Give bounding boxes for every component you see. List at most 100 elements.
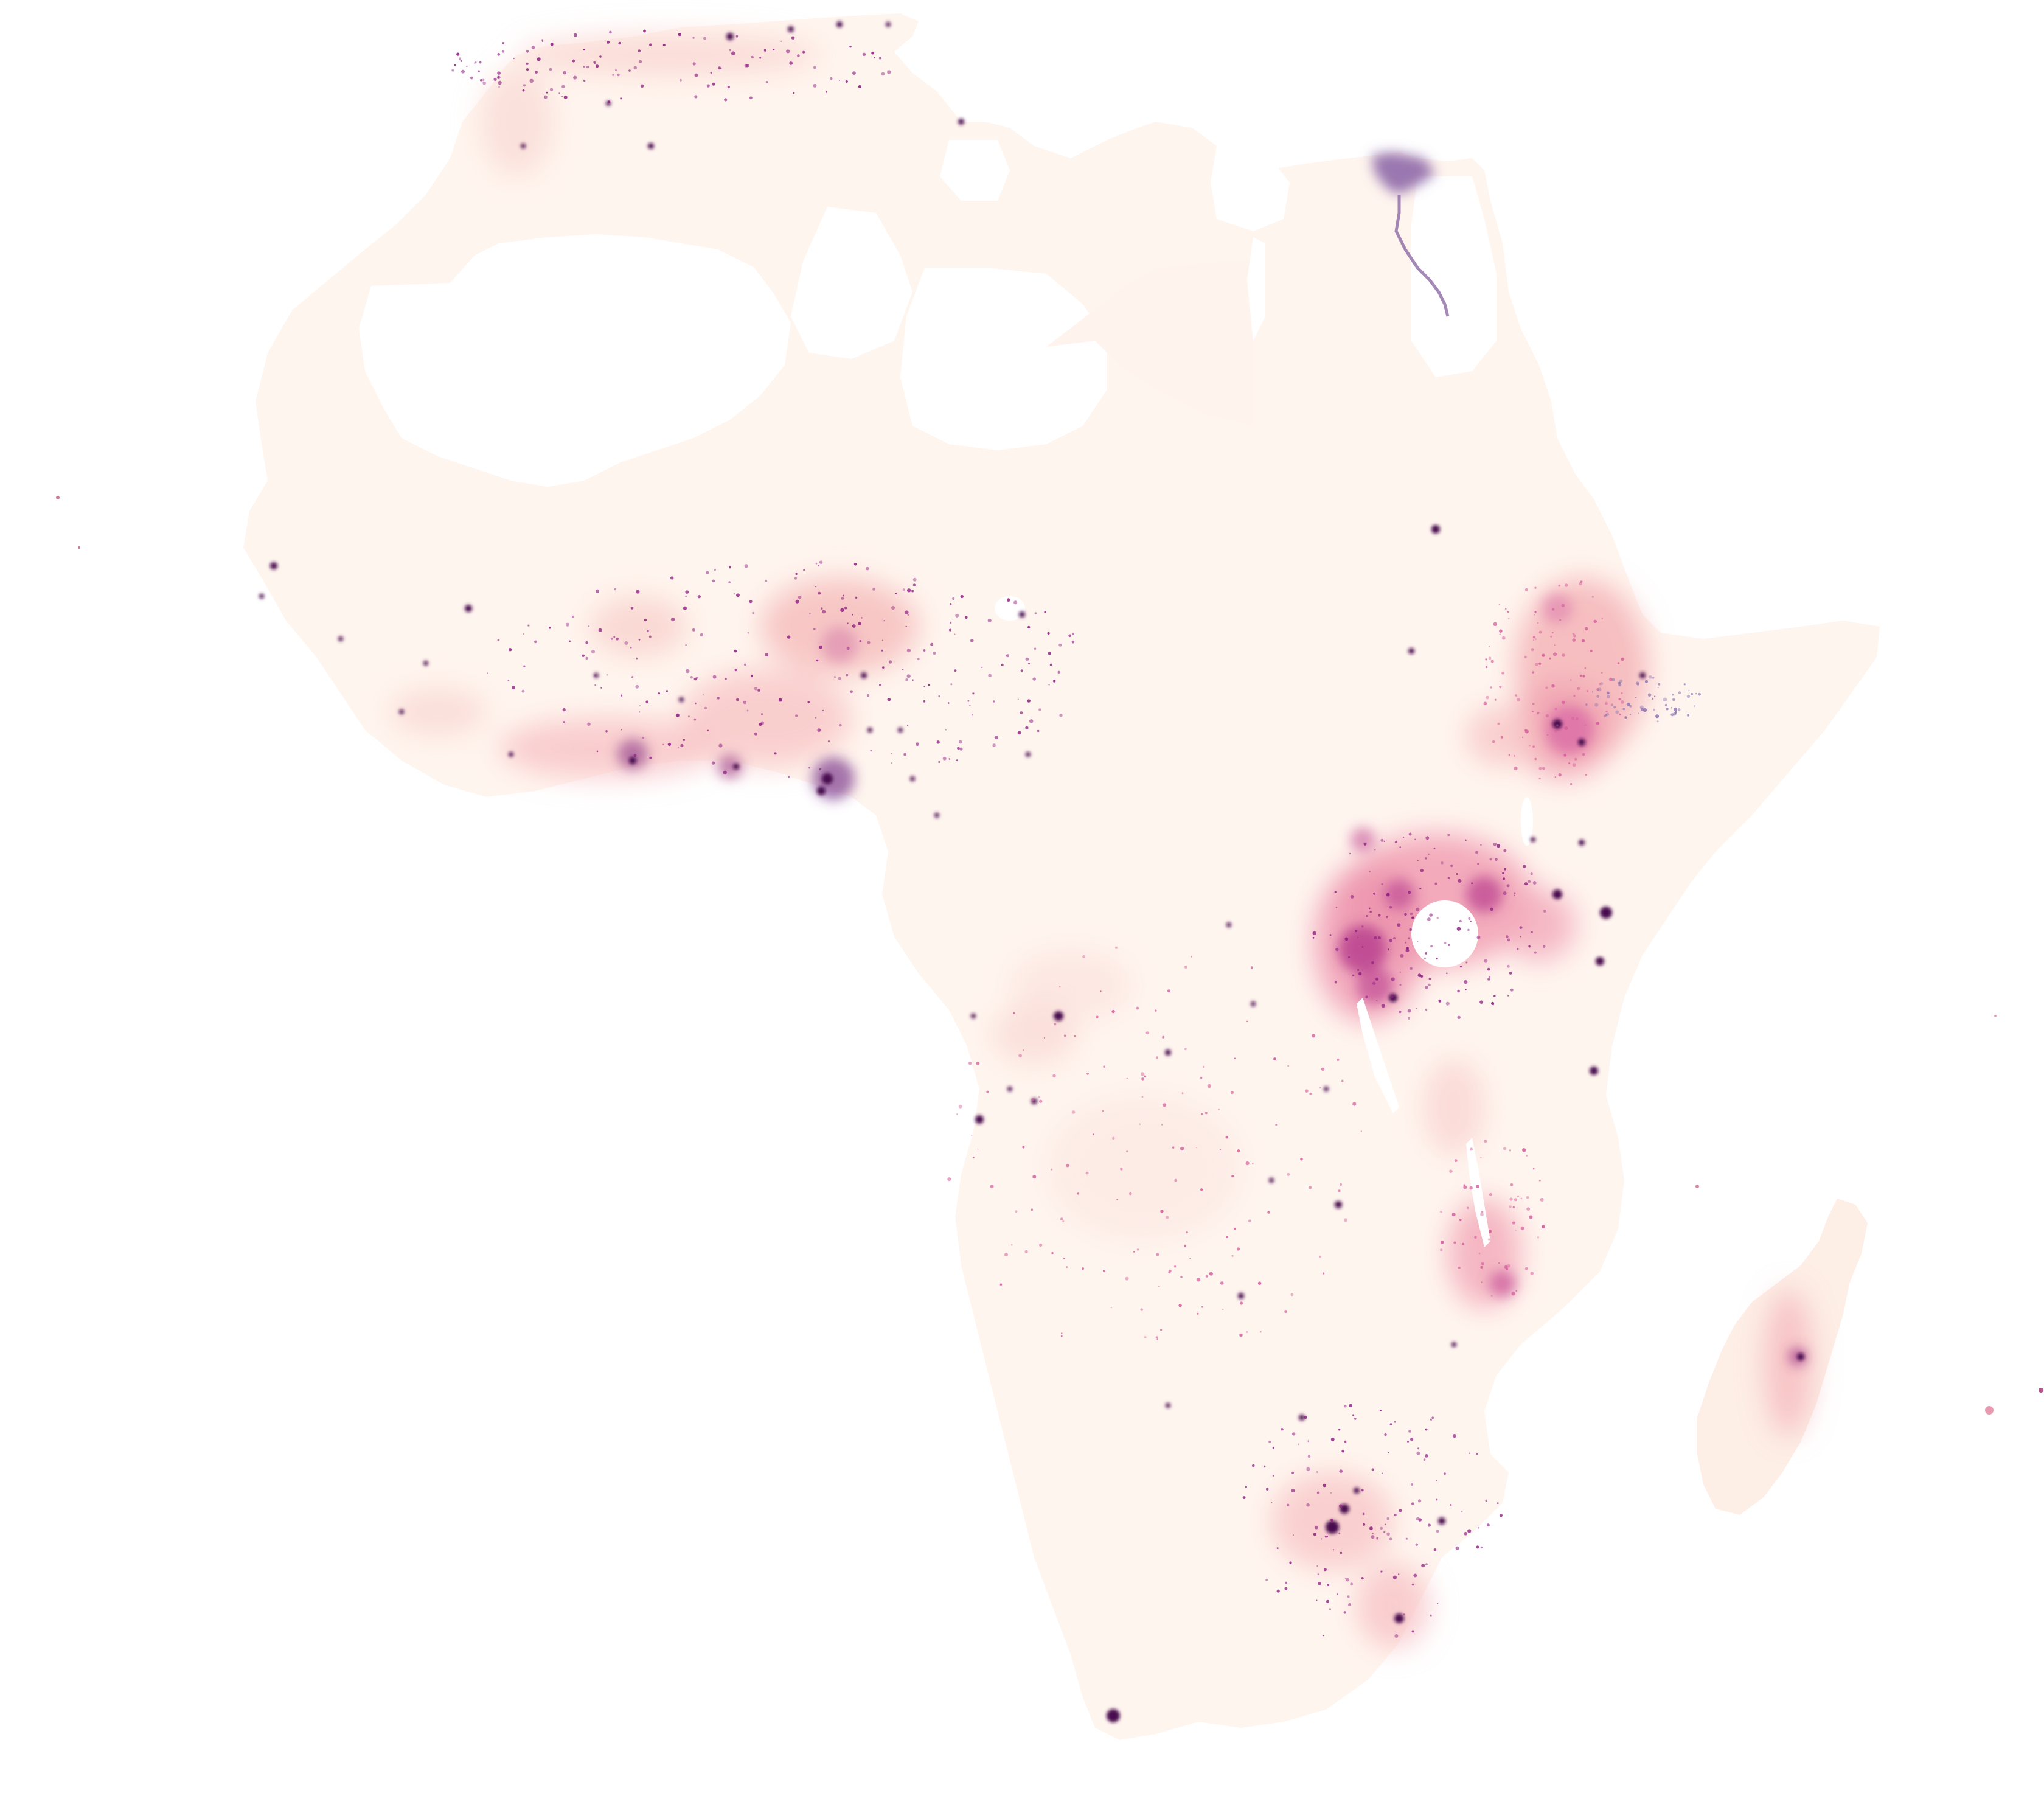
settlement-dot	[1414, 838, 1416, 840]
settlement-dot	[616, 637, 619, 641]
settlement-dot	[822, 610, 826, 614]
settlement-dot	[735, 35, 739, 38]
city-dot	[629, 757, 636, 764]
settlement-dot	[1126, 1150, 1128, 1153]
settlement-dot	[1159, 1329, 1163, 1331]
settlement-dot	[1619, 713, 1622, 716]
settlement-dot	[1184, 965, 1187, 969]
settlement-dot	[1433, 847, 1436, 849]
settlement-dot	[1505, 935, 1509, 938]
settlement-dot	[1688, 690, 1690, 692]
settlement-dot	[1456, 873, 1458, 875]
settlement-dot	[1316, 1599, 1318, 1601]
settlement-dot	[612, 74, 614, 76]
settlement-dot	[1102, 1270, 1105, 1273]
settlement-dot	[1642, 708, 1647, 712]
settlement-dot	[1410, 967, 1413, 970]
settlement-dot	[1110, 1307, 1112, 1309]
settlement-dot	[744, 663, 746, 666]
settlement-dot	[1480, 1157, 1482, 1159]
settlement-dot	[1441, 861, 1444, 865]
city-dot	[594, 673, 599, 678]
settlement-dot	[1475, 851, 1479, 854]
city-dot	[1590, 1067, 1598, 1075]
settlement-dot	[583, 79, 586, 82]
settlement-dot	[1529, 1215, 1533, 1219]
settlement-dot	[1369, 871, 1371, 872]
settlement-dot	[1059, 714, 1063, 717]
settlement-dot	[1416, 1451, 1420, 1455]
settlement-dot	[798, 596, 802, 599]
settlement-dot	[1405, 1537, 1408, 1540]
settlement-dot	[1585, 703, 1588, 706]
settlement-dot	[845, 80, 849, 83]
cape-verde-dot	[78, 546, 80, 549]
settlement-dot	[1568, 762, 1571, 765]
settlement-dot	[881, 72, 885, 76]
settlement-dot	[1542, 945, 1546, 948]
settlement-dot	[1111, 1009, 1115, 1014]
settlement-dot	[1411, 1502, 1414, 1505]
settlement-dot	[1542, 653, 1545, 657]
settlement-dot	[609, 30, 612, 34]
settlement-dot	[1191, 956, 1192, 958]
settlement-dot	[1004, 1253, 1008, 1257]
settlement-dot	[1524, 729, 1529, 734]
settlement-dot	[587, 722, 591, 726]
settlement-dot	[541, 40, 543, 42]
settlement-dot	[1330, 1518, 1334, 1522]
settlement-dot	[1514, 894, 1515, 896]
settlement-dot	[1504, 868, 1507, 871]
settlement-dot	[1200, 1188, 1203, 1191]
settlement-dot	[808, 767, 811, 769]
settlement-dot	[1496, 844, 1501, 848]
settlement-dot	[1027, 625, 1031, 629]
settlement-dot	[1329, 934, 1332, 936]
settlement-dot	[1400, 953, 1404, 958]
settlement-dot	[1348, 956, 1350, 958]
settlement-dot	[1490, 907, 1493, 911]
city-dot	[1335, 1201, 1342, 1208]
settlement-dot	[1475, 1184, 1479, 1188]
settlement-dot	[1074, 1035, 1076, 1037]
settlement-dot	[662, 743, 664, 745]
settlement-dot	[675, 713, 680, 717]
settlement-dot	[1601, 672, 1603, 674]
settlement-dot	[1381, 1472, 1383, 1474]
settlement-dot	[451, 69, 454, 72]
settlement-dot	[839, 723, 842, 727]
settlement-dot	[1100, 990, 1102, 992]
settlement-dot	[1480, 844, 1482, 846]
settlement-dot	[1430, 1614, 1432, 1617]
settlement-dot	[852, 71, 856, 75]
settlement-dot	[936, 740, 940, 744]
settlement-dot	[971, 1135, 973, 1136]
settlement-dot	[1284, 1587, 1288, 1590]
settlement-dot	[1470, 1147, 1473, 1151]
settlement-dot	[1246, 1020, 1248, 1023]
settlement-dot	[1459, 919, 1462, 923]
settlement-dot	[1471, 882, 1473, 885]
settlement-dot	[928, 684, 930, 686]
city-dot	[1552, 889, 1562, 899]
settlement-dot	[1126, 1077, 1128, 1079]
settlement-dot	[728, 581, 731, 583]
settlement-dot	[1271, 1502, 1273, 1503]
settlement-dot	[549, 68, 552, 71]
settlement-dot	[1052, 680, 1056, 683]
settlement-dot	[1465, 989, 1467, 990]
settlement-dot	[1048, 652, 1051, 655]
city-dot	[971, 1014, 976, 1018]
settlement-dot	[972, 1157, 975, 1159]
settlement-dot	[1405, 941, 1407, 944]
settlement-dot	[569, 640, 571, 642]
settlement-dot	[1499, 629, 1503, 633]
settlement-dot	[907, 588, 911, 593]
settlement-dot	[498, 80, 502, 85]
settlement-dot	[1532, 1168, 1535, 1170]
settlement-dot	[1538, 767, 1542, 770]
settlement-dot	[1334, 981, 1337, 984]
settlement-dot	[1562, 700, 1565, 705]
settlement-dot	[846, 647, 850, 650]
settlement-dot	[1378, 914, 1381, 917]
